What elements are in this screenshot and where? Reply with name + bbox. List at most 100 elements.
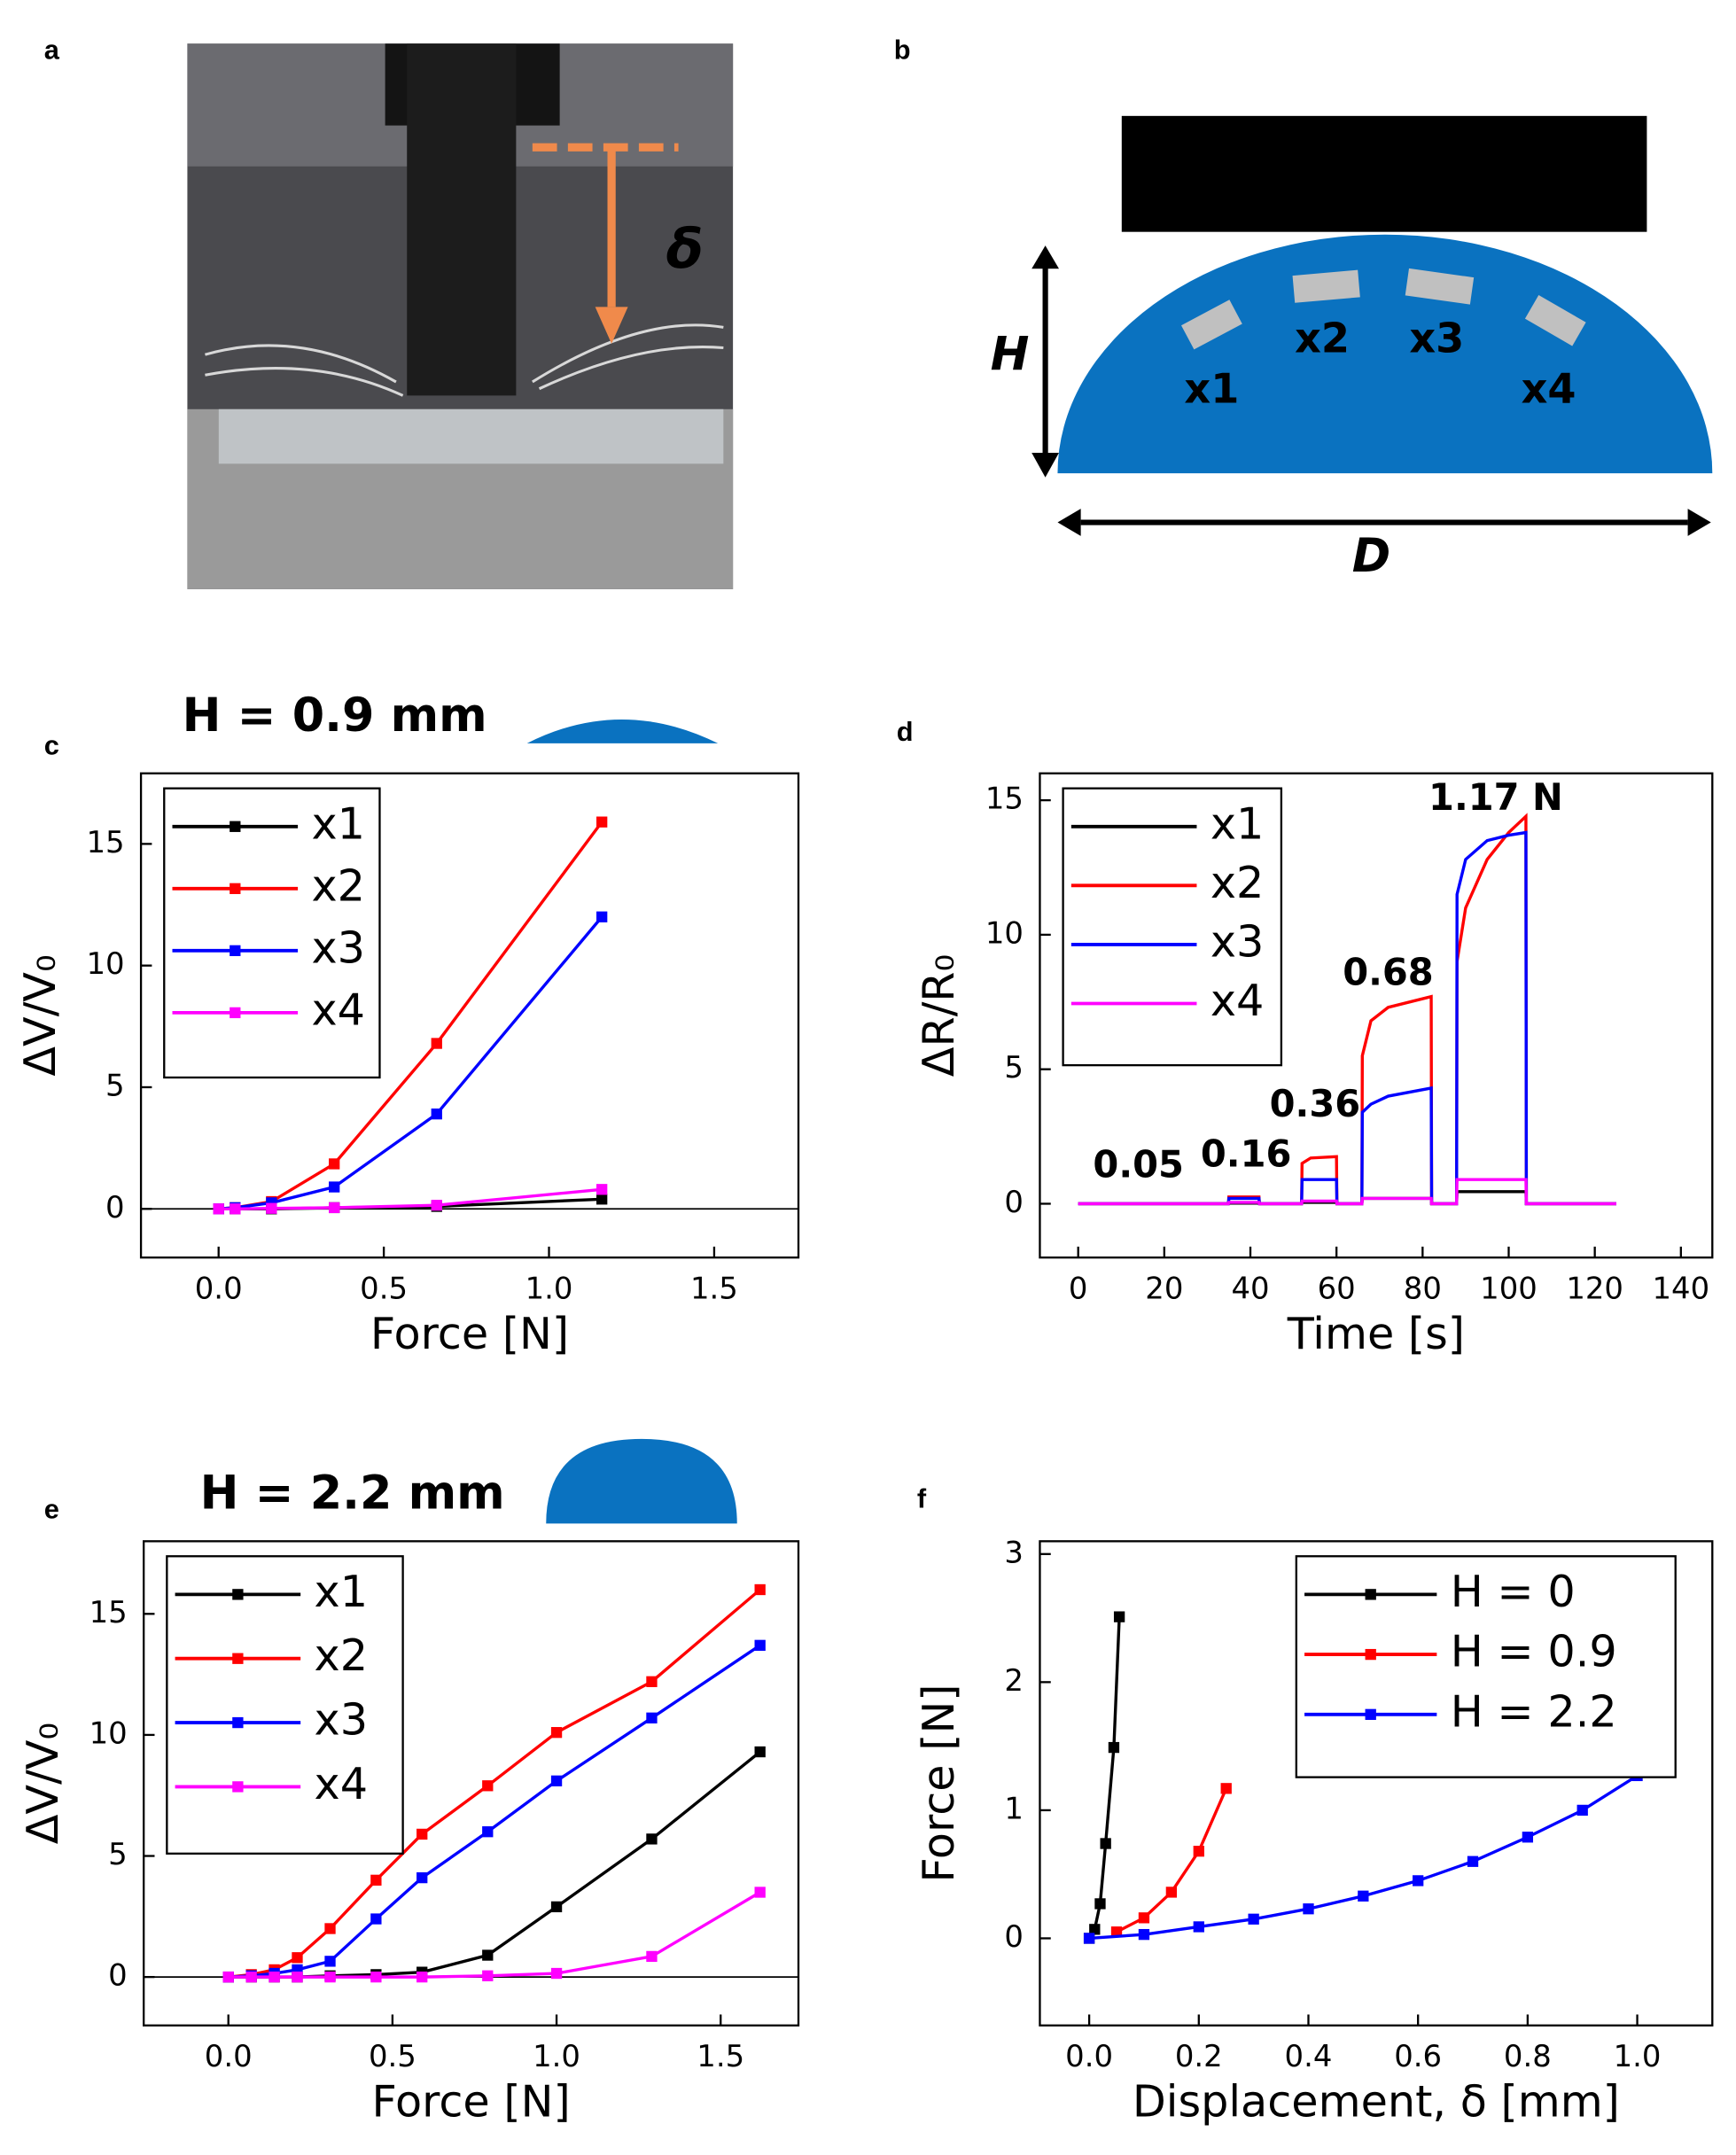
x-tick-label: 1.0 xyxy=(525,1272,573,1306)
legend-marker xyxy=(1365,1708,1376,1720)
data-point xyxy=(416,1828,428,1840)
legend-marker xyxy=(1365,1648,1376,1661)
y-axis-label: ΔR/R₀ xyxy=(913,954,964,1077)
shape-icon xyxy=(526,719,719,743)
legend-label: x2 xyxy=(311,860,364,911)
photo: δ xyxy=(187,43,734,589)
y-tick-label: 5 xyxy=(105,1068,125,1102)
data-point xyxy=(482,1970,494,1981)
data-point xyxy=(213,1203,224,1215)
data-point xyxy=(324,1956,336,1967)
legend-label: x4 xyxy=(315,1758,368,1809)
series-line xyxy=(1116,1787,1228,1933)
data-point xyxy=(482,1949,494,1961)
data-point xyxy=(646,1833,658,1845)
x-tick-label: 120 xyxy=(1566,1272,1623,1306)
x-tick-label: 0.0 xyxy=(205,2039,253,2073)
x-tick-label: 60 xyxy=(1318,1272,1356,1306)
data-point xyxy=(1108,1741,1120,1754)
x-tick-label: 1.5 xyxy=(690,1272,738,1306)
y-tick-label: 5 xyxy=(108,1837,128,1871)
legend-marker xyxy=(232,1781,244,1793)
data-point xyxy=(754,1746,766,1758)
data-point xyxy=(431,1038,442,1049)
x-axis-label: Force [N] xyxy=(371,2076,570,2128)
data-point xyxy=(1193,1921,1204,1933)
legend-label: x4 xyxy=(311,984,364,1035)
data-point xyxy=(1576,1804,1588,1817)
y-tick-label: 1 xyxy=(1004,1791,1024,1825)
data-point xyxy=(1083,1933,1095,1944)
data-point xyxy=(596,1184,608,1195)
y-tick-label: 10 xyxy=(87,946,125,981)
data-point xyxy=(1220,1783,1232,1794)
x-tick-label: 0.8 xyxy=(1504,2039,1552,2073)
data-point xyxy=(1113,1611,1125,1622)
plot-frame xyxy=(1039,772,1714,1259)
data-point xyxy=(431,1199,442,1211)
data-point xyxy=(1165,1887,1178,1898)
legend-label: H = 0 xyxy=(1451,1566,1576,1617)
x-tick-label: 20 xyxy=(1145,1272,1183,1306)
data-point xyxy=(482,1826,494,1838)
chart-title: H = 0.9 mm xyxy=(183,689,487,743)
sensor-label: x2 xyxy=(1295,314,1350,362)
data-point xyxy=(292,1971,303,1983)
height-label: H xyxy=(991,327,1030,381)
x-axis-label: Time [s] xyxy=(1287,1308,1465,1359)
data-point xyxy=(1358,1890,1369,1902)
y-tick-label: 0 xyxy=(108,1958,128,1993)
y-tick-label: 0 xyxy=(1004,1919,1024,1954)
y-tick-label: 15 xyxy=(90,1595,128,1630)
data-point xyxy=(754,1887,766,1898)
data-point xyxy=(222,1971,234,1983)
y-tick-label: 3 xyxy=(1004,1535,1024,1569)
sensor-label: x1 xyxy=(1184,364,1239,412)
data-point xyxy=(754,1583,766,1596)
data-point xyxy=(646,1712,658,1723)
legend-label: x3 xyxy=(315,1694,368,1746)
data-point xyxy=(292,1952,303,1964)
y-tick-label: 10 xyxy=(90,1715,128,1750)
data-point xyxy=(324,1923,336,1934)
data-point xyxy=(1522,1832,1534,1843)
x-tick-label: 40 xyxy=(1231,1272,1269,1306)
data-point xyxy=(416,1871,428,1884)
sensor-label: x3 xyxy=(1409,314,1464,362)
data-point xyxy=(646,1676,658,1687)
legend-marker xyxy=(230,821,241,832)
x-tick-label: 80 xyxy=(1404,1272,1442,1306)
annotation: 0.05 xyxy=(1093,1142,1184,1186)
series-line xyxy=(1078,1190,1616,1206)
legend-label: x1 xyxy=(315,1566,368,1617)
legend-box xyxy=(1062,787,1283,1067)
x-tick-label: 1.5 xyxy=(697,2039,744,2073)
shape-icon xyxy=(546,1438,737,1524)
data-point xyxy=(269,1971,280,1983)
legend-marker xyxy=(232,1653,244,1664)
data-point xyxy=(329,1202,340,1214)
data-point xyxy=(1467,1855,1479,1867)
data-point xyxy=(1193,1846,1204,1857)
legend-marker xyxy=(232,1716,244,1729)
data-point xyxy=(370,1971,382,1983)
y-tick-label: 10 xyxy=(985,915,1024,950)
x-axis-label: Force [N] xyxy=(370,1308,569,1359)
legend-marker xyxy=(232,1589,244,1600)
x-axis-label: Displacement, δ [mm] xyxy=(1133,2076,1620,2128)
x-tick-label: 0.0 xyxy=(195,1272,243,1306)
data-point xyxy=(596,816,608,828)
legend-label: x4 xyxy=(1211,975,1264,1026)
annotation: 0.16 xyxy=(1201,1132,1292,1175)
data-point xyxy=(646,1950,658,1963)
legend-marker xyxy=(1365,1589,1376,1600)
sensor-label: x4 xyxy=(1522,364,1576,412)
diagram xyxy=(1031,115,1713,536)
y-axis-label: ΔV/V₀ xyxy=(14,954,66,1076)
photo-annotation: δ xyxy=(666,217,704,281)
annotation: 0.36 xyxy=(1270,1082,1361,1125)
width-label: D xyxy=(1352,529,1390,583)
data-point xyxy=(1089,1924,1101,1935)
data-point xyxy=(329,1158,340,1170)
